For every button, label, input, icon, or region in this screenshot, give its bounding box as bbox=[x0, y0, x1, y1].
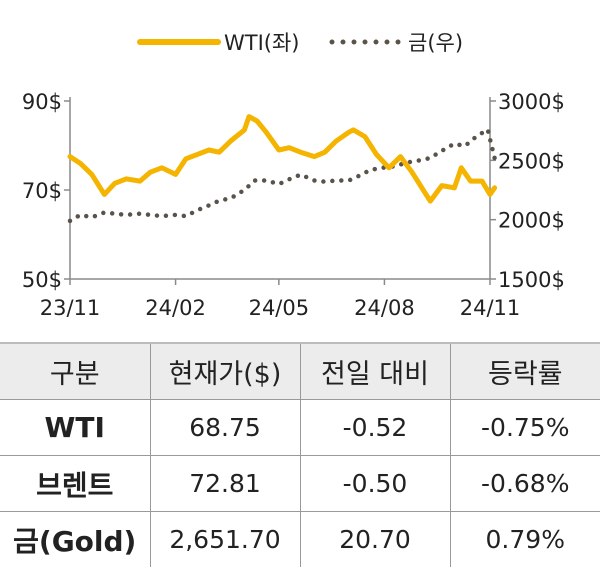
row-label: 금(Gold) bbox=[0, 512, 150, 567]
table-row: 브렌트 72.81 -0.50 -0.68% bbox=[0, 456, 600, 512]
x-tick-label: 24/11 bbox=[460, 296, 521, 320]
x-tick-label: 24/02 bbox=[145, 296, 206, 320]
row-label: WTI bbox=[0, 400, 150, 456]
row-price: 2,651.70 bbox=[150, 512, 300, 567]
header-change: 전일 대비 bbox=[300, 343, 450, 400]
legend-label-gold: 금(우) bbox=[408, 31, 463, 55]
right-tick-label: 1500$ bbox=[498, 268, 565, 292]
legend: WTI(좌) 금(우) bbox=[140, 31, 463, 55]
table-row: WTI 68.75 -0.52 -0.75% bbox=[0, 400, 600, 456]
row-price: 68.75 bbox=[150, 400, 300, 456]
price-table: 구분 현재가($) 전일 대비 등락률 WTI 68.75 -0.52 -0.7… bbox=[0, 342, 600, 567]
header-price: 현재가($) bbox=[150, 343, 300, 400]
row-price: 72.81 bbox=[150, 456, 300, 512]
chart: WTI(좌) 금(우) 90$ 70$ 50$ 3000$ 2500$ 2000$ 1500… bbox=[0, 0, 600, 342]
axes: 90$ 70$ 50$ 3000$ 2500$ 2000$ 1500$ 23/11 24/02 2… bbox=[22, 90, 565, 320]
left-tick-label: 90$ bbox=[22, 90, 62, 114]
right-tick-label: 3000$ bbox=[498, 90, 565, 114]
row-pct: -0.75% bbox=[450, 400, 600, 456]
row-change: -0.52 bbox=[300, 400, 450, 456]
table-row: 금(Gold) 2,651.70 20.70 0.79% bbox=[0, 512, 600, 567]
x-tick-label: 23/11 bbox=[40, 296, 101, 320]
right-tick-label: 2500$ bbox=[498, 149, 565, 173]
x-tick-label: 24/08 bbox=[354, 296, 415, 320]
header-category: 구분 bbox=[0, 343, 150, 400]
table-header-row: 구분 현재가($) 전일 대비 등락률 bbox=[0, 343, 600, 400]
header-pct: 등락률 bbox=[450, 343, 600, 400]
right-tick-label: 2000$ bbox=[498, 209, 565, 233]
gold-line bbox=[70, 130, 495, 221]
series-gold bbox=[70, 130, 495, 221]
row-label: 브렌트 bbox=[0, 456, 150, 512]
row-pct: -0.68% bbox=[450, 456, 600, 512]
legend-label-wti: WTI(좌) bbox=[224, 31, 300, 55]
row-change: 20.70 bbox=[300, 512, 450, 567]
series-wti bbox=[70, 117, 495, 202]
x-tick-label: 24/05 bbox=[249, 296, 310, 320]
left-tick-label: 50$ bbox=[22, 268, 62, 292]
left-tick-label: 70$ bbox=[22, 179, 62, 203]
row-change: -0.50 bbox=[300, 456, 450, 512]
row-pct: 0.79% bbox=[450, 512, 600, 567]
wti-line bbox=[70, 117, 495, 202]
